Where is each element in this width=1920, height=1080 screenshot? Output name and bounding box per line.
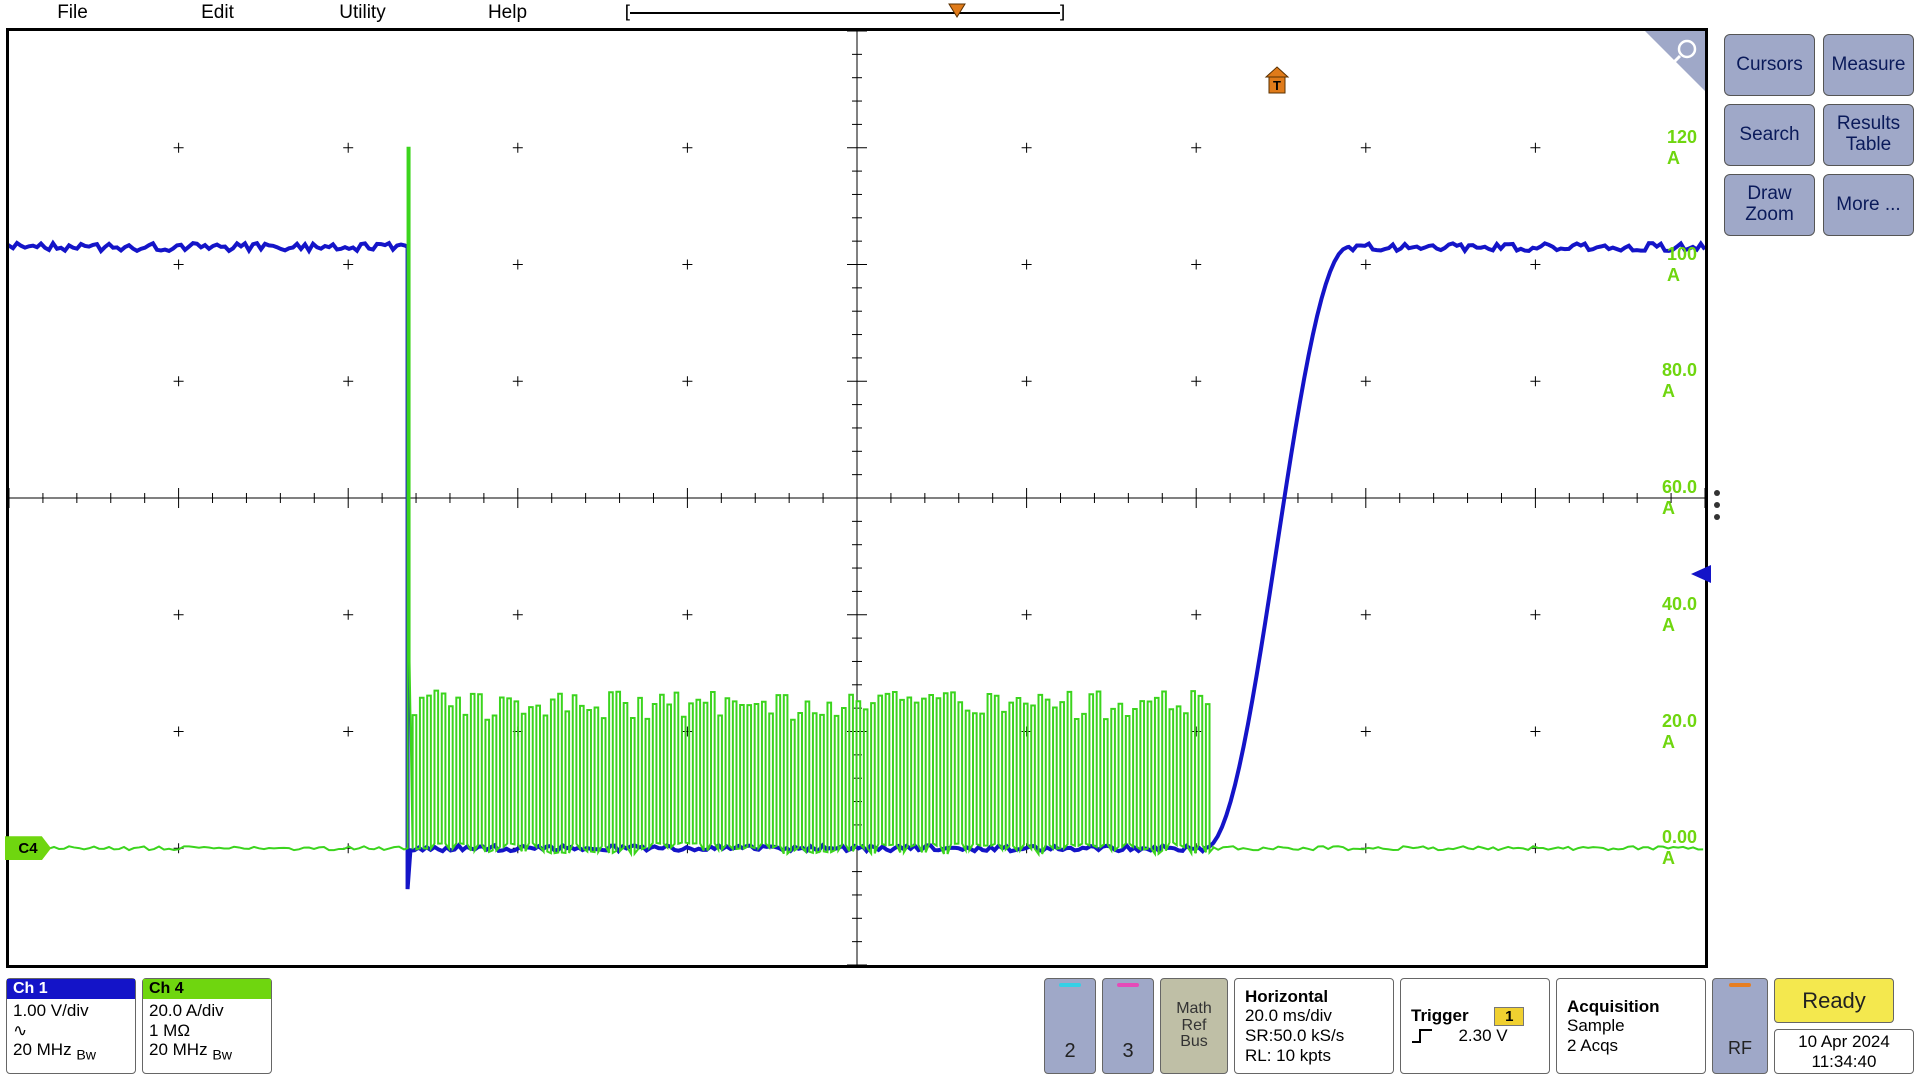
menu-edit[interactable]: Edit [145,2,290,24]
ch4-name: Ch 4 [143,979,271,999]
zoom-corner-icon[interactable] [1645,31,1705,91]
trigger-marker-top[interactable] [948,0,966,18]
svg-text:T: T [1273,78,1281,93]
menu-utility[interactable]: Utility [290,2,435,24]
more-handle-icon[interactable] [1714,490,1720,520]
right-button-panel: Cursors Measure Search ResultsTable Draw… [1724,34,1914,236]
trigger-info[interactable]: Trigger 1 2.30 V [1400,978,1550,1074]
ch1-name: Ch 1 [7,979,135,999]
ch4-scale: 20.0 A/div [149,1001,265,1021]
more-button[interactable]: More ... [1823,174,1914,236]
bottom-status-bar: Ch 1 1.00 V/div ∿ 20 MHz Bw Ch 4 20.0 A/… [6,978,1914,1074]
math-ref-bus-button[interactable]: MathRefBus [1160,978,1228,1074]
ch3-enable-button[interactable]: 3 [1102,978,1154,1074]
rising-edge-icon [1411,1028,1433,1044]
ch1-badge[interactable]: Ch 1 1.00 V/div ∿ 20 MHz Bw [6,978,136,1074]
rf-button[interactable]: RF [1712,978,1768,1074]
trigger-marker-inside[interactable]: T [1264,65,1290,104]
waveform-display[interactable]: T 120 A100 A80.0 A60.0 A40.0 A20.0 A0.00… [6,28,1708,968]
ch1-bw: 20 MHz Bw [13,1040,129,1064]
run-status[interactable]: Ready [1774,978,1894,1023]
horizontal-info[interactable]: Horizontal 20.0 ms/div SR:50.0 kS/s RL: … [1234,978,1394,1074]
menu-help[interactable]: Help [435,2,580,24]
ch4-ground-marker[interactable]: C4 [5,836,51,860]
ch4-bw: 20 MHz Bw [149,1040,265,1064]
menu-file[interactable]: File [0,2,145,24]
ch1-coupling: ∿ [13,1021,129,1041]
draw-zoom-button[interactable]: DrawZoom [1724,174,1815,236]
results-table-button[interactable]: ResultsTable [1823,104,1914,166]
datetime-display: 10 Apr 202411:34:40 [1774,1029,1914,1074]
ch1-scale: 1.00 V/div [13,1001,129,1021]
time-scrollbar[interactable]: [] [630,12,1060,14]
search-button[interactable]: Search [1724,104,1815,166]
ch4-impedance: 1 MΩ [149,1021,265,1041]
ch2-enable-button[interactable]: 2 [1044,978,1096,1074]
measure-button[interactable]: Measure [1823,34,1914,96]
ch4-badge[interactable]: Ch 4 20.0 A/div 1 MΩ 20 MHz Bw [142,978,272,1074]
cursors-button[interactable]: Cursors [1724,34,1815,96]
ch1-trigger-level-marker[interactable] [1687,565,1711,583]
acquisition-info[interactable]: Acquisition Sample 2 Acqs [1556,978,1706,1074]
